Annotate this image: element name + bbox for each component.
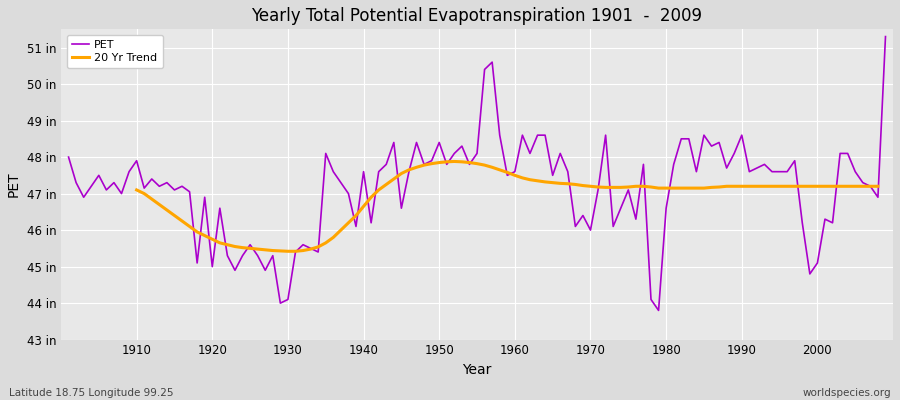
20 Yr Trend	[540, 180, 551, 184]
PET	[290, 250, 301, 254]
PET	[336, 180, 346, 185]
Text: worldspecies.org: worldspecies.org	[803, 388, 891, 398]
20 Yr Trend	[449, 159, 460, 164]
Title: Yearly Total Potential Evapotranspiration 1901  -  2009: Yearly Total Potential Evapotranspiratio…	[251, 7, 703, 25]
20 Yr Trend	[131, 188, 142, 192]
PET	[509, 169, 520, 174]
20 Yr Trend	[517, 176, 527, 180]
20 Yr Trend	[336, 228, 346, 232]
Text: Latitude 18.75 Longitude 99.25: Latitude 18.75 Longitude 99.25	[9, 388, 174, 398]
PET	[63, 155, 74, 160]
PET	[653, 308, 664, 313]
Legend: PET, 20 Yr Trend: PET, 20 Yr Trend	[67, 35, 163, 68]
PET	[600, 133, 611, 138]
Y-axis label: PET: PET	[7, 172, 21, 197]
20 Yr Trend	[729, 184, 740, 189]
X-axis label: Year: Year	[463, 363, 491, 377]
Line: PET: PET	[68, 36, 886, 310]
PET	[502, 173, 513, 178]
20 Yr Trend	[365, 195, 376, 200]
PET	[123, 169, 134, 174]
20 Yr Trend	[313, 244, 324, 249]
PET	[880, 34, 891, 39]
20 Yr Trend	[872, 184, 883, 189]
Line: 20 Yr Trend: 20 Yr Trend	[137, 162, 877, 251]
20 Yr Trend	[283, 249, 293, 254]
